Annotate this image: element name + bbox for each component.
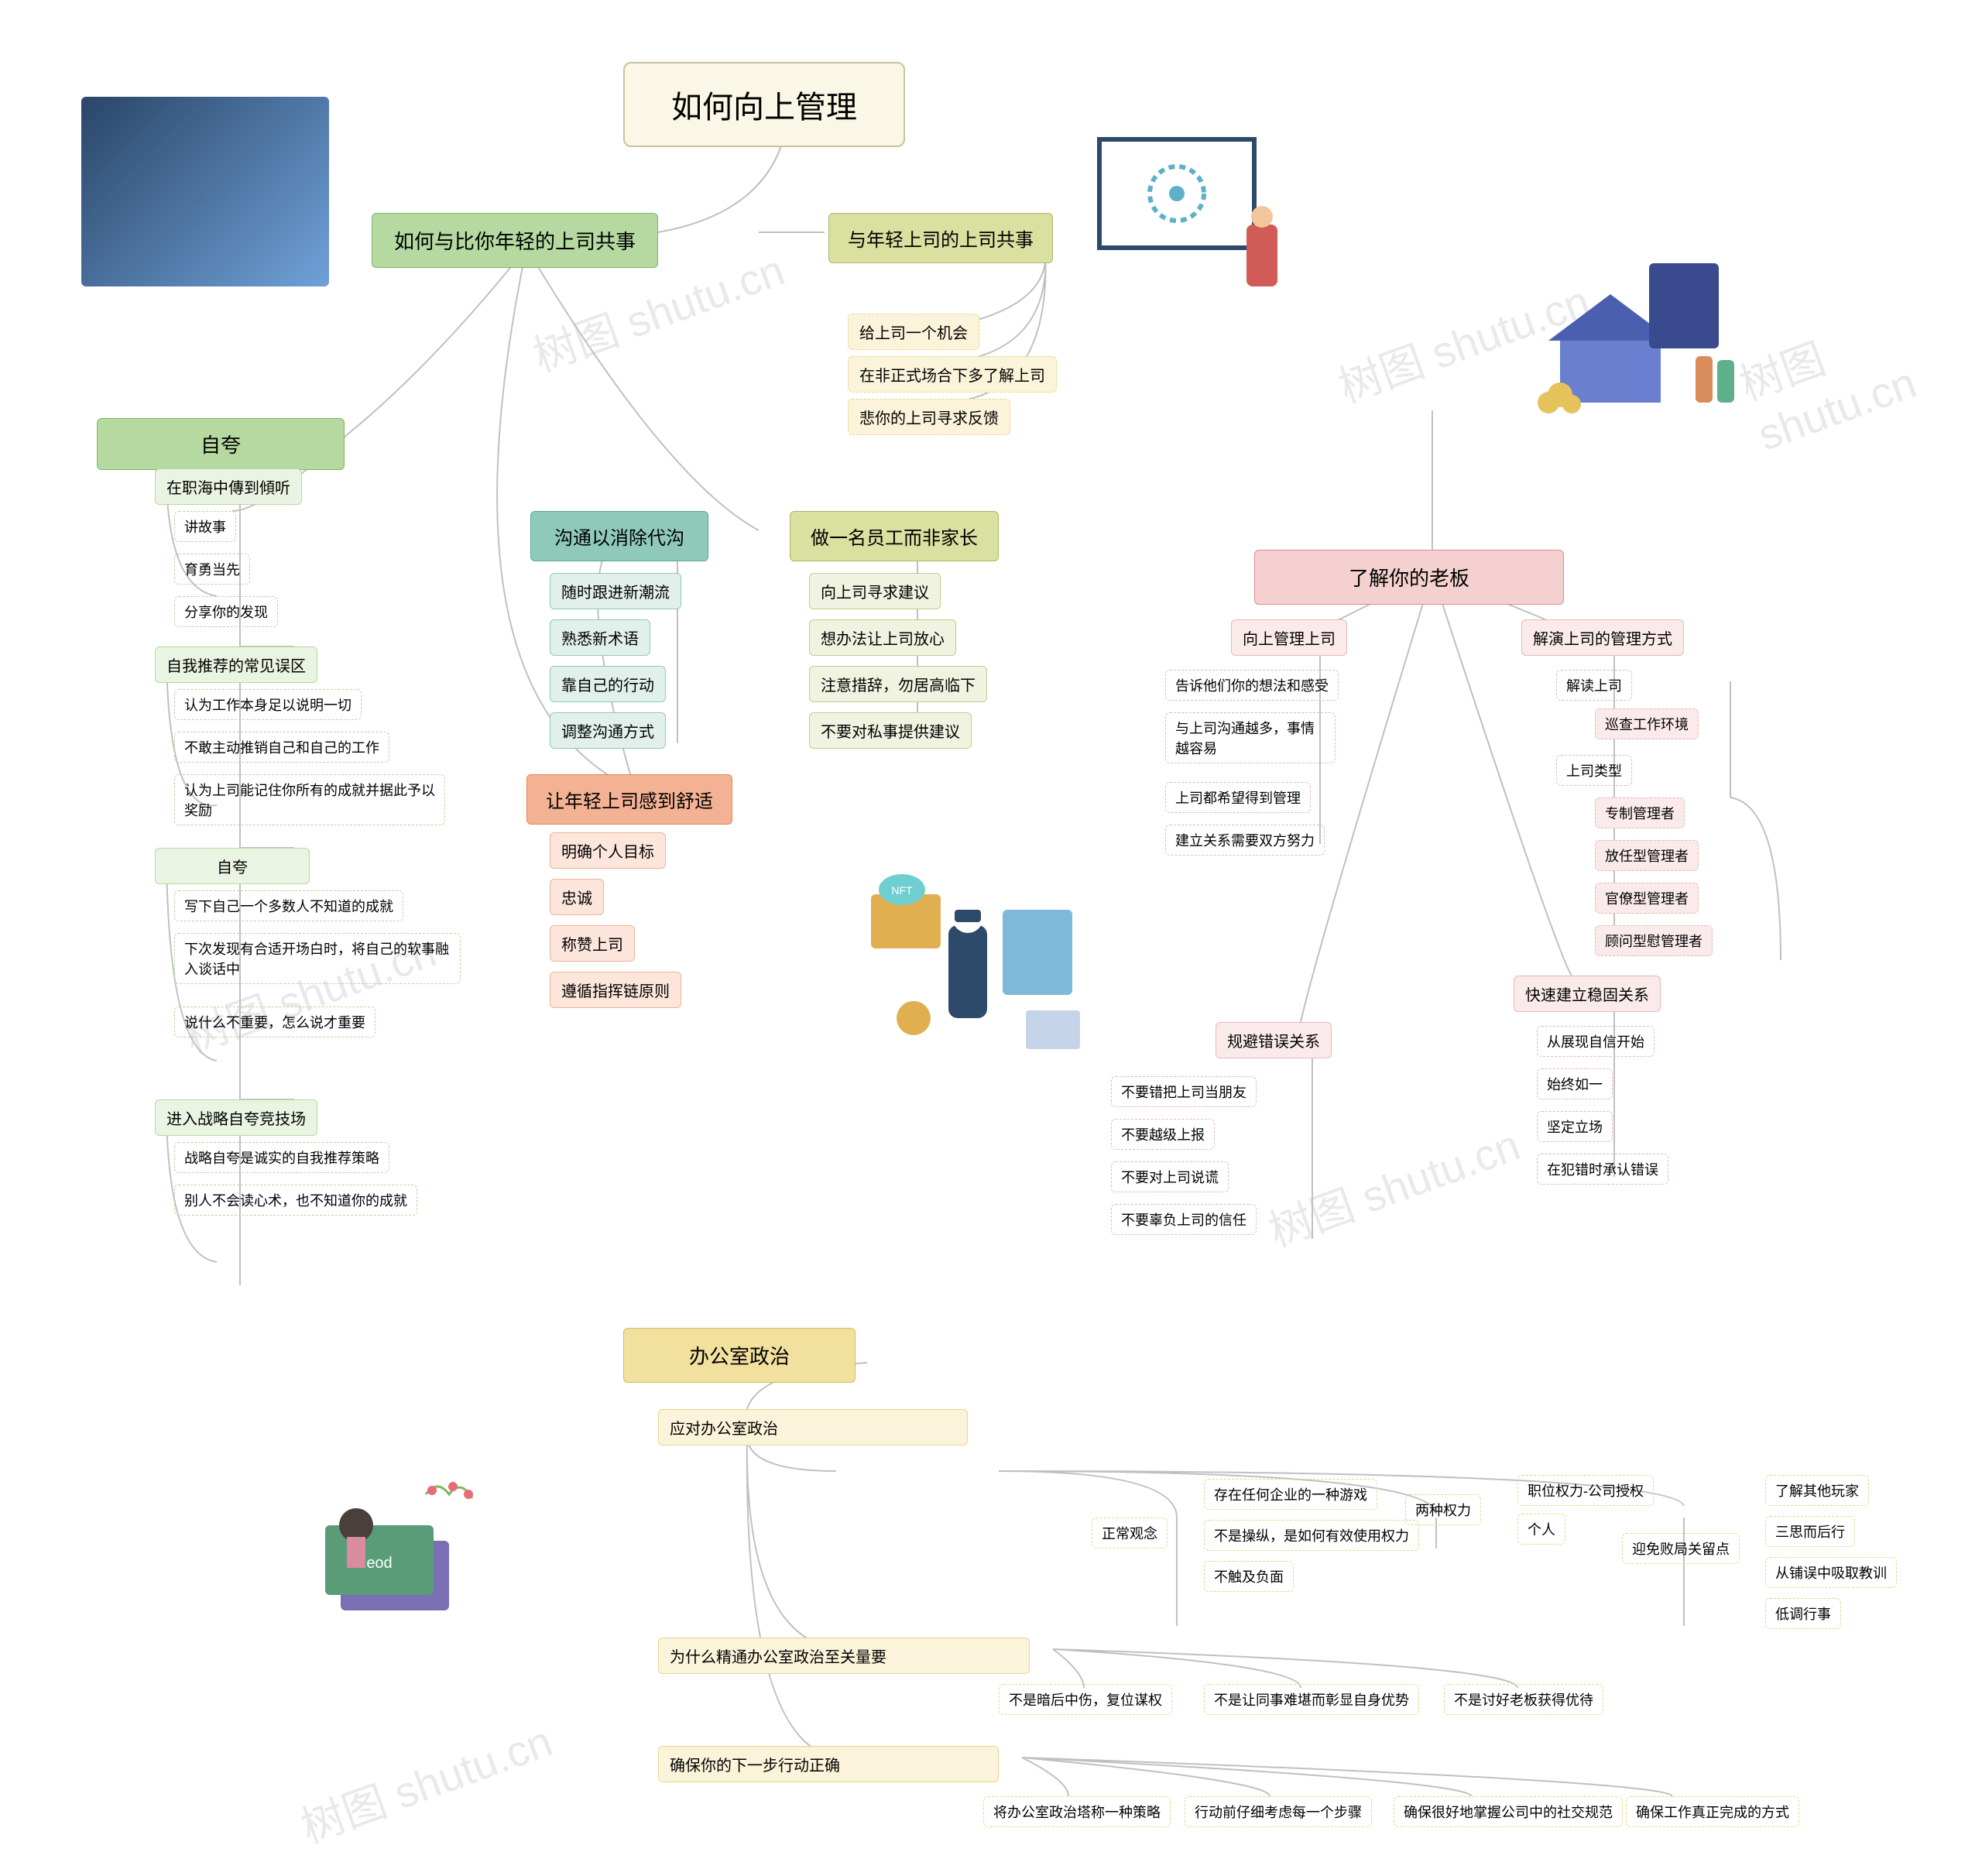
young-comm-2: 靠自己的行动 bbox=[550, 666, 666, 702]
boss-up-0: 告诉他们你的想法和感受 bbox=[1165, 670, 1339, 701]
office-next-2: 确保很好地掌握公司中的社交规范 bbox=[1394, 1796, 1623, 1827]
self-mistake-2: 认为上司能记住你所有的成就并据此予以奖励 bbox=[174, 774, 445, 825]
young-work-1: 在非正式场合下多了解上司 bbox=[848, 356, 1057, 393]
h-young-work: 与年轻上司的上司共事 bbox=[828, 213, 1053, 263]
boss-style-s2: 上司类型 bbox=[1556, 755, 1632, 786]
young-emp-1: 想办法让上司放心 bbox=[809, 619, 956, 656]
h-young: 如何与比你年轻的上司共事 bbox=[372, 213, 658, 268]
office-end: 迎免败局关留点 bbox=[1622, 1533, 1740, 1564]
boss-avoid-2: 不要对上司说谎 bbox=[1111, 1161, 1229, 1192]
young-comm-0: 随时跟进新潮流 bbox=[550, 573, 681, 609]
office-next: 确保你的下一步行动正确 bbox=[658, 1746, 999, 1782]
self-mistake-1: 不敢主动推销自己和自己的工作 bbox=[174, 732, 389, 763]
self-arena-1: 别人不会读心术，也不知道你的成就 bbox=[174, 1185, 417, 1216]
young-comm-3: 调整沟通方式 bbox=[550, 712, 666, 749]
illus-laptop bbox=[81, 97, 329, 286]
boss-avoid-3: 不要辜负上司的信任 bbox=[1111, 1204, 1257, 1235]
office-end-0: 了解其他玩家 bbox=[1765, 1475, 1869, 1506]
self-brag: 自夸 bbox=[155, 848, 310, 884]
office-why: 为什么精通办公室政治至关量要 bbox=[658, 1638, 1030, 1674]
boss-solid: 快速建立稳固关系 bbox=[1514, 976, 1661, 1012]
h-young-comm: 沟通以消除代沟 bbox=[530, 511, 708, 561]
self-mistake-0: 认为工作本身足以说明一切 bbox=[174, 689, 362, 720]
office-next-3: 确保工作真正完成的方式 bbox=[1626, 1796, 1799, 1827]
title-node: 如何向上管理 bbox=[623, 62, 905, 147]
illus-vr: NFT bbox=[825, 863, 1103, 1080]
office-normal-2: 不触及负面 bbox=[1204, 1561, 1294, 1592]
boss-style-s2-0: 专制管理者 bbox=[1595, 797, 1685, 828]
svg-text:eod: eod bbox=[366, 1555, 392, 1572]
office-power-1: 个人 bbox=[1517, 1514, 1565, 1545]
office-end-1: 三思而后行 bbox=[1765, 1516, 1855, 1547]
office-normal: 正常观念 bbox=[1092, 1518, 1168, 1548]
boss-style-s1: 解读上司 bbox=[1556, 670, 1632, 701]
young-work-0: 给上司一个机会 bbox=[848, 314, 979, 350]
self-listen: 在职海中傳到傾听 bbox=[155, 468, 302, 505]
self-listen-0: 讲故事 bbox=[174, 511, 236, 542]
self-brag-0: 写下自己一个多数人不知道的成就 bbox=[174, 890, 403, 921]
young-work-2: 悲你的上司寻求反馈 bbox=[848, 399, 1010, 435]
young-emp-3: 不要对私事提供建议 bbox=[809, 712, 972, 749]
self-mistake: 自我推荐的常见误区 bbox=[155, 646, 317, 683]
office-normal-0: 存在任何企业的一种游戏 bbox=[1204, 1479, 1377, 1510]
office-power: 两种权力 bbox=[1405, 1494, 1481, 1525]
young-comm-1: 熟悉新术语 bbox=[550, 619, 650, 656]
office-end-3: 低调行事 bbox=[1765, 1598, 1841, 1629]
boss-up-1: 与上司沟通越多，事情越容易 bbox=[1165, 712, 1336, 763]
boss-solid-0: 从展现自信开始 bbox=[1537, 1026, 1655, 1057]
boss-style-s1-0: 巡查工作环境 bbox=[1595, 708, 1699, 739]
office-power-0: 职位权力-公司授权 bbox=[1517, 1475, 1654, 1506]
self-listen-1: 育勇当先 bbox=[174, 554, 250, 585]
svg-text:NFT: NFT bbox=[891, 884, 913, 897]
office-why-2: 不是讨好老板获得优待 bbox=[1444, 1684, 1603, 1715]
boss-up-2: 上司都希望得到管理 bbox=[1165, 782, 1311, 813]
h-self: 自夸 bbox=[97, 418, 345, 470]
office-deal: 应对办公室政治 bbox=[658, 1409, 968, 1446]
young-emp-0: 向上司寻求建议 bbox=[809, 573, 941, 609]
h-boss: 了解你的老板 bbox=[1254, 550, 1564, 605]
illus-presentation bbox=[1076, 132, 1301, 302]
self-arena: 进入战略自夸竞技场 bbox=[155, 1099, 317, 1136]
self-brag-1: 下次发现有合适开场白时，将自己的软事融入谈话中 bbox=[174, 933, 461, 984]
office-end-2: 从铺误中吸取教训 bbox=[1765, 1557, 1897, 1588]
boss-up: 向上管理上司 bbox=[1231, 619, 1347, 656]
watermark: 树图 shutu.cn bbox=[291, 1706, 560, 1855]
boss-solid-3: 在犯错时承认错误 bbox=[1537, 1154, 1668, 1185]
watermark: 树图 shutu.cn bbox=[1259, 1110, 1528, 1259]
young-comfort-1: 忠诚 bbox=[550, 879, 604, 915]
office-why-1: 不是让同事难堪而彰显自身优势 bbox=[1204, 1684, 1419, 1715]
young-comfort-0: 明确个人目标 bbox=[550, 832, 666, 869]
illus-books: eod bbox=[294, 1448, 496, 1634]
young-comfort-2: 称赞上司 bbox=[550, 925, 635, 962]
h-young-comfort: 让年轻上司感到舒适 bbox=[526, 774, 732, 825]
self-arena-0: 战略自夸是诚实的自我推荐策略 bbox=[174, 1142, 389, 1173]
boss-style-s2-3: 顾问型慰管理者 bbox=[1595, 925, 1713, 956]
young-emp-2: 注意措辞，勿居高临下 bbox=[809, 666, 987, 702]
young-comfort-3: 遵循指挥链原则 bbox=[550, 972, 681, 1008]
boss-avoid-1: 不要越级上报 bbox=[1111, 1119, 1215, 1150]
boss-up-3: 建立关系需要双方努力 bbox=[1165, 825, 1325, 856]
watermark: 树图 shutu.cn bbox=[1730, 272, 1982, 460]
h-office: 办公室政治 bbox=[623, 1328, 856, 1383]
office-normal-1: 不是操纵，是如何有效使用权力 bbox=[1204, 1520, 1419, 1551]
boss-style-s2-2: 官僚型管理者 bbox=[1595, 883, 1699, 914]
self-brag-2: 说什么不重要，怎么说才重要 bbox=[174, 1007, 375, 1037]
boss-solid-1: 始终如一 bbox=[1537, 1068, 1613, 1099]
boss-solid-2: 坚定立场 bbox=[1537, 1111, 1613, 1142]
illus-house bbox=[1517, 248, 1750, 418]
boss-avoid: 规避错误关系 bbox=[1216, 1022, 1332, 1058]
boss-avoid-0: 不要错把上司当朋友 bbox=[1111, 1076, 1257, 1107]
boss-style-s2-1: 放任型管理者 bbox=[1595, 840, 1699, 871]
boss-style: 解演上司的管理方式 bbox=[1521, 619, 1684, 656]
h-young-emp: 做一名员工而非家长 bbox=[790, 511, 999, 561]
office-why-0: 不是暗后中伤，复位谋权 bbox=[999, 1684, 1172, 1715]
office-next-0: 将办公室政治塔称一种策略 bbox=[983, 1796, 1171, 1827]
office-next-1: 行动前仔细考虑每一个步骤 bbox=[1185, 1796, 1372, 1827]
self-listen-2: 分享你的发现 bbox=[174, 596, 278, 627]
